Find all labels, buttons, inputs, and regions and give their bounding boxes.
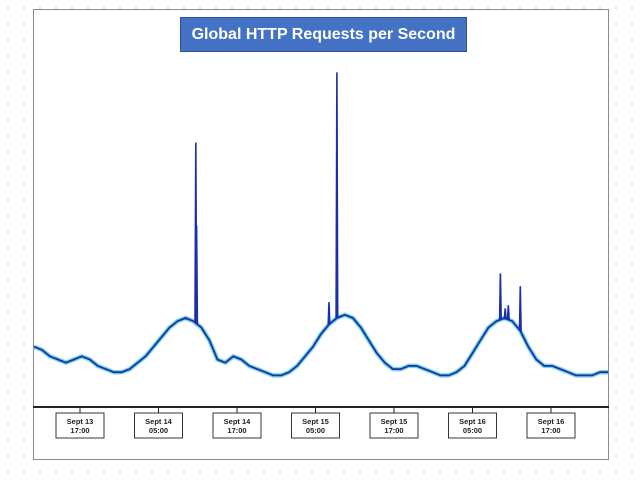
x-tick-label-box [134, 412, 183, 439]
x-tick-label-date: Sept 14 [145, 417, 173, 426]
spike-mark [195, 225, 199, 324]
x-tick-label-date: Sept 16 [459, 417, 486, 426]
series-line [33, 313, 608, 377]
spike-mark [518, 286, 522, 331]
x-tick-label-date: Sept 15 [381, 417, 408, 426]
chart-title: Global HTTP Requests per Second [180, 17, 467, 52]
x-tick-label-time: 05:00 [306, 426, 325, 435]
spike-mark [335, 72, 339, 319]
x-tick-label-box [526, 412, 576, 439]
spike-mark [498, 273, 502, 320]
spike-mark [503, 308, 507, 319]
x-tick-label-time: 17:00 [70, 426, 89, 435]
x-tick-label-box [55, 412, 105, 439]
chart-frame [33, 9, 609, 460]
x-tick-label-time: 05:00 [149, 426, 168, 435]
x-tick-label-time: 17:00 [227, 426, 246, 435]
x-tick-label-date: Sept 15 [302, 417, 329, 426]
x-tick-label-date: Sept 14 [224, 417, 252, 426]
x-tick-label-time: 17:00 [384, 426, 403, 435]
x-tick-label-box [291, 412, 340, 439]
x-tick-label-box [448, 412, 497, 439]
spike-mark [506, 305, 510, 320]
x-tick-label-time: 17:00 [541, 426, 560, 435]
x-tick-label-time: 05:00 [463, 426, 482, 435]
x-tick-label-box [212, 412, 262, 439]
series-halo-line [33, 312, 608, 378]
x-tick-label-date: Sept 13 [67, 417, 94, 426]
spike-mark [327, 302, 331, 325]
x-tick-label-box [369, 412, 419, 439]
x-tick-label-date: Sept 16 [538, 417, 565, 426]
series-layer [33, 72, 608, 378]
